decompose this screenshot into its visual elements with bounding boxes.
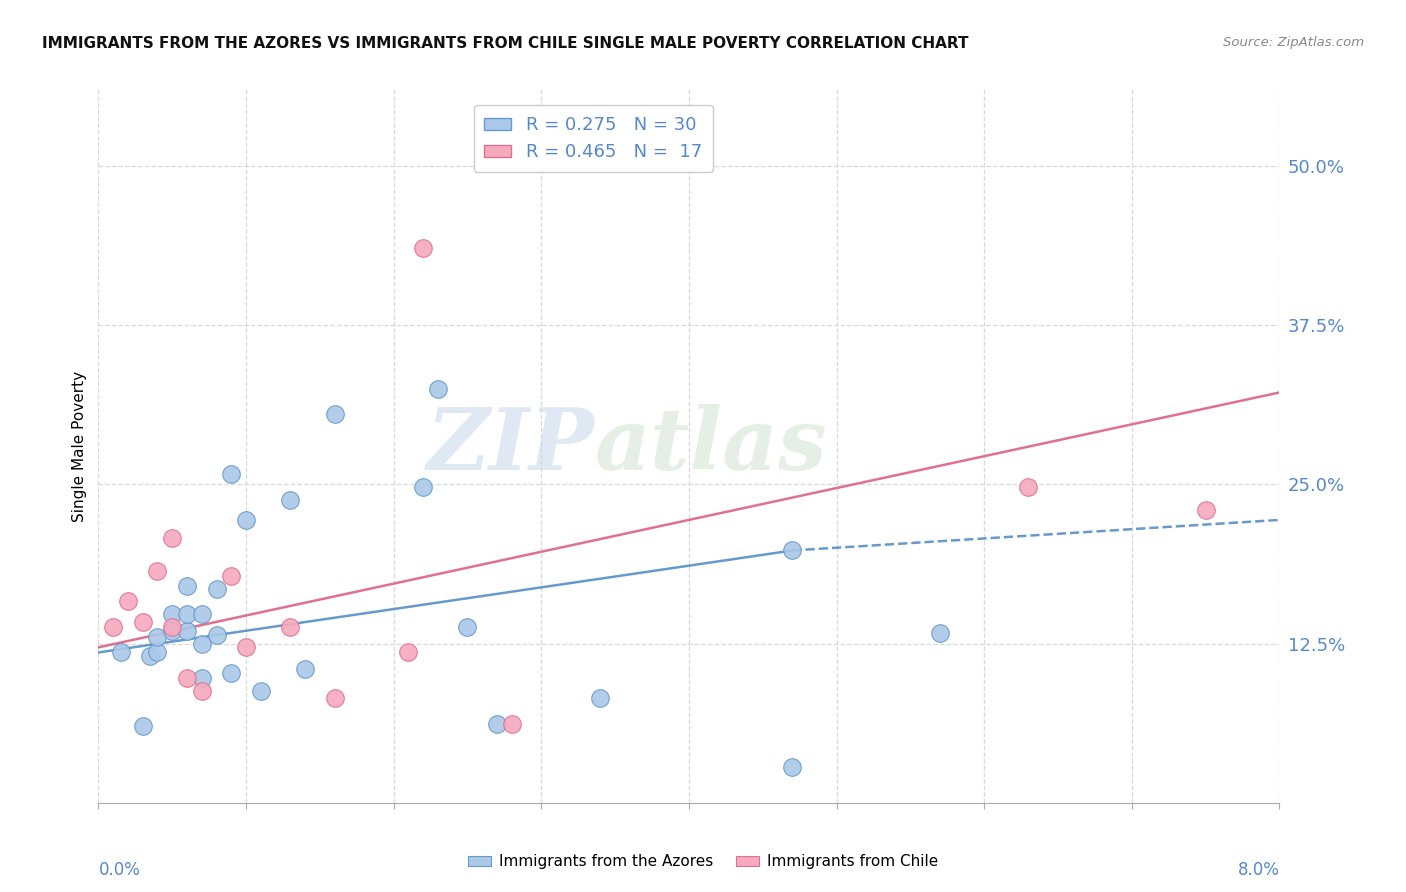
Point (929, 626, 952, 640)
Point (782, 760, 804, 774)
Y-axis label: Single Male Poverty: Single Male Poverty (72, 370, 87, 522)
Point (205, 627, 228, 641)
Point (191, 607, 214, 622)
Point (427, 382, 450, 396)
Point (412, 242, 434, 256)
Point (280, 620, 302, 634)
Point (221, 665, 243, 680)
Point (139, 649, 162, 664)
Point (398, 645, 420, 659)
Point (162, 624, 184, 638)
Point (221, 467, 243, 481)
Point (412, 480, 434, 494)
Text: Source: ZipAtlas.com: Source: ZipAtlas.com (1223, 36, 1364, 49)
Text: 8.0%: 8.0% (1237, 861, 1279, 879)
Text: atlas: atlas (595, 404, 827, 488)
Point (146, 630, 169, 644)
Point (250, 683, 273, 698)
Point (323, 407, 346, 421)
Point (176, 579, 198, 593)
Point (191, 636, 214, 650)
Point (486, 716, 509, 731)
Point (457, 620, 479, 634)
Point (589, 691, 612, 706)
Point (103, 620, 125, 634)
Point (1018, 480, 1040, 494)
Point (132, 719, 155, 733)
Point (176, 624, 198, 638)
Point (176, 671, 198, 685)
Legend: R = 0.275   N = 30, R = 0.465   N =  17: R = 0.275 N = 30, R = 0.465 N = 17 (474, 105, 713, 172)
Point (280, 492, 302, 507)
Point (235, 513, 257, 527)
Point (162, 531, 184, 545)
Point (235, 640, 257, 655)
Point (146, 564, 169, 578)
Point (205, 582, 228, 596)
Point (117, 594, 139, 608)
Point (782, 543, 804, 558)
Point (501, 716, 523, 731)
Point (110, 645, 132, 659)
Point (162, 607, 184, 622)
Point (146, 645, 169, 659)
Point (162, 620, 184, 634)
Point (191, 683, 214, 698)
Point (1195, 502, 1218, 516)
Point (176, 607, 198, 622)
Point (221, 569, 243, 583)
Legend: Immigrants from the Azores, Immigrants from Chile: Immigrants from the Azores, Immigrants f… (463, 848, 943, 875)
Text: ZIP: ZIP (426, 404, 595, 488)
Point (323, 691, 346, 706)
Text: 0.0%: 0.0% (98, 861, 141, 879)
Text: IMMIGRANTS FROM THE AZORES VS IMMIGRANTS FROM CHILE SINGLE MALE POVERTY CORRELAT: IMMIGRANTS FROM THE AZORES VS IMMIGRANTS… (42, 36, 969, 51)
Point (191, 671, 214, 685)
Point (132, 615, 155, 629)
Point (294, 662, 316, 676)
